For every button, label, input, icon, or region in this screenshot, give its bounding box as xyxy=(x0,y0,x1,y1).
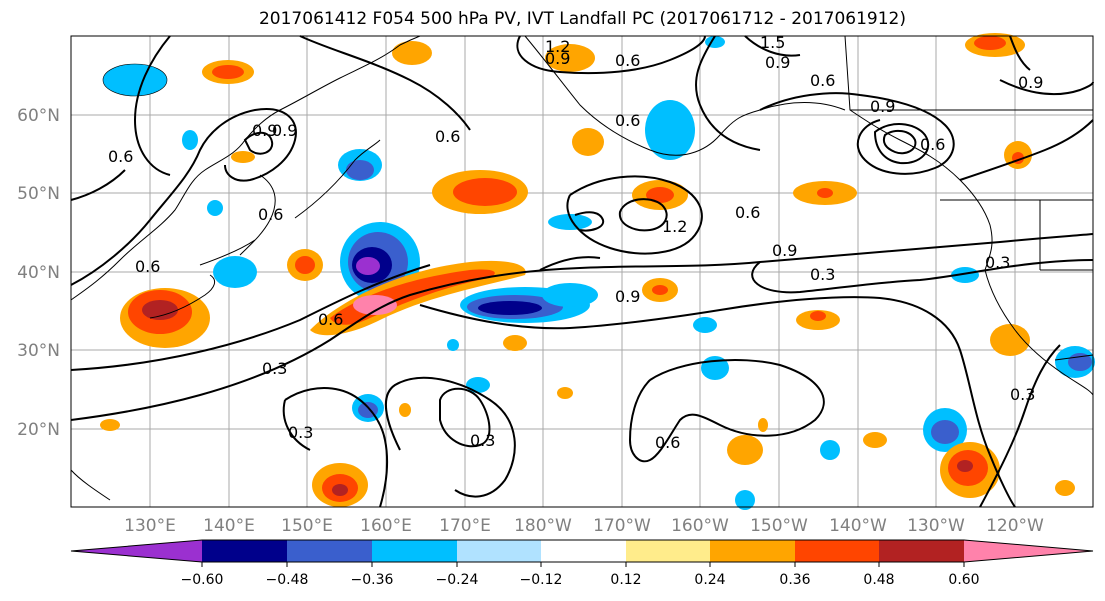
lon-tick-label: 150°W xyxy=(750,516,808,536)
lon-tick-label: 170°E xyxy=(439,516,491,536)
colorbar-segment xyxy=(879,540,964,562)
colorbar-tick-label: 0.48 xyxy=(863,572,894,588)
lat-tick-label: 50°N xyxy=(17,184,60,204)
map-border xyxy=(70,35,1094,508)
colorbar-tick-label: −0.24 xyxy=(436,572,479,588)
contour-label: 0.6 xyxy=(318,310,343,329)
contour-label: 0.6 xyxy=(135,257,160,276)
contour-label: 0.6 xyxy=(810,71,835,90)
contour-label: 0.3 xyxy=(985,253,1010,272)
lon-tick-label: 170°W xyxy=(593,516,651,536)
contour-labels: 1.2 1.5 0.9 0.9 0.6 0.6 0.9 0.6 0.6 0.6 … xyxy=(108,33,1043,452)
lat-tick-label: 30°N xyxy=(17,341,60,361)
colorbar-tick-label: 0.24 xyxy=(694,572,725,588)
lat-tick-label: 20°N xyxy=(17,420,60,440)
colorbar-segment xyxy=(795,540,879,562)
lon-tick-label: 150°E xyxy=(281,516,333,536)
contour-label: 0.6 xyxy=(655,433,680,452)
contour-label: 0.3 xyxy=(470,431,495,450)
colorbar-ticks xyxy=(201,562,965,567)
colorbar-tick-label: 0.12 xyxy=(610,572,641,588)
lon-tick-label: 140°W xyxy=(829,516,887,536)
colorbar-segment xyxy=(710,540,795,562)
contour-label: 0.3 xyxy=(262,359,287,378)
lon-tick-label: 130°W xyxy=(907,516,965,536)
contour-label: 0.9 xyxy=(765,53,790,72)
lon-tick-label: 160°W xyxy=(671,516,729,536)
contour-label: 0.6 xyxy=(615,51,640,70)
contour-label: 0.9 xyxy=(252,121,277,140)
contour-label: 0.6 xyxy=(615,111,640,130)
lon-tick-label: 130°E xyxy=(124,516,176,536)
lat-tick-label: 60°N xyxy=(17,106,60,126)
colorbar-tick-label: −0.60 xyxy=(181,572,224,588)
contour-label: 0.9 xyxy=(615,287,640,306)
colorbar-tick-label: 0.60 xyxy=(948,572,979,588)
colorbar-extend-min xyxy=(71,540,202,562)
colorbar-segment xyxy=(372,540,457,562)
map-panel: 1.2 1.5 0.9 0.9 0.6 0.6 0.9 0.6 0.6 0.6 … xyxy=(70,33,1095,510)
contour-label: 1.5 xyxy=(760,33,785,52)
contour-label: 0.3 xyxy=(1010,385,1035,404)
colorbar: −0.60 −0.48 −0.36 −0.24 −0.12 0.12 0.24 … xyxy=(70,539,1094,588)
contour-label: 0.9 xyxy=(545,49,570,68)
colorbar-segment xyxy=(541,540,626,562)
latitude-labels: 60°N 50°N 40°N 30°N 20°N xyxy=(17,106,60,440)
contour-label: 0.3 xyxy=(810,265,835,284)
contour-label: 0.6 xyxy=(435,127,460,146)
contour-label: 0.6 xyxy=(258,205,283,224)
colorbar-segment xyxy=(202,540,287,562)
contour-label: 1.2 xyxy=(662,217,687,236)
contours xyxy=(70,35,1094,508)
colorbar-segments xyxy=(70,539,1094,563)
contour-label: 0.6 xyxy=(735,203,760,222)
lat-tick-label: 40°N xyxy=(17,263,60,283)
colorbar-segment xyxy=(626,540,710,562)
contour-label: 0.9 xyxy=(1018,73,1043,92)
colorbar-tick-label: −0.36 xyxy=(351,572,394,588)
map-title: 2017061412 F054 500 hPa PV, IVT Landfall… xyxy=(258,9,906,29)
colorbar-tick-label: −0.12 xyxy=(520,572,563,588)
contour-label: 0.9 xyxy=(272,121,297,140)
colorbar-tick-label: 0.36 xyxy=(779,572,810,588)
contour-label: 0.9 xyxy=(870,97,895,116)
colorbar-segment xyxy=(287,540,372,562)
colorbar-extend-max xyxy=(964,540,1093,562)
contour-label: 0.3 xyxy=(288,423,313,442)
contour-label: 0.6 xyxy=(920,135,945,154)
longitude-labels: 130°E 140°E 150°E 160°E 170°E 180°W 170°… xyxy=(124,516,1044,536)
contour-label: 0.9 xyxy=(772,241,797,260)
lon-tick-label: 120°W xyxy=(986,516,1044,536)
contour-label: 0.6 xyxy=(108,147,133,166)
contour-label: 1.2 xyxy=(545,37,570,56)
colorbar-tick-label: −0.48 xyxy=(266,572,309,588)
lon-tick-label: 140°E xyxy=(203,516,255,536)
lon-tick-label: 160°E xyxy=(360,516,412,536)
lon-tick-label: 180°W xyxy=(514,516,572,536)
colorbar-segment xyxy=(457,540,541,562)
